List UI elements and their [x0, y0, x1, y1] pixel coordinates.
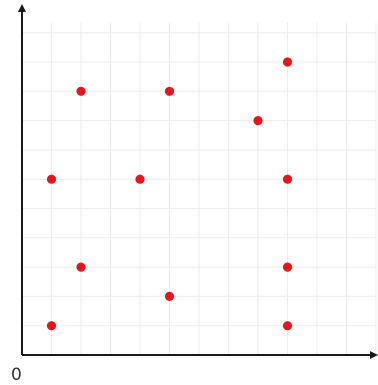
grid — [22, 22, 377, 355]
data-point — [253, 116, 263, 126]
data-point — [135, 174, 145, 184]
data-point — [282, 174, 293, 184]
data-point — [164, 291, 175, 301]
data-point — [76, 262, 86, 272]
origin-label: 0 — [11, 365, 22, 385]
data-point — [282, 262, 293, 272]
data-point — [282, 321, 293, 331]
data-point — [46, 321, 57, 331]
data-point — [76, 86, 86, 96]
axes — [18, 4, 378, 359]
data-point — [282, 57, 293, 67]
data-points — [46, 57, 293, 331]
data-point — [46, 174, 57, 184]
data-point — [164, 86, 175, 96]
